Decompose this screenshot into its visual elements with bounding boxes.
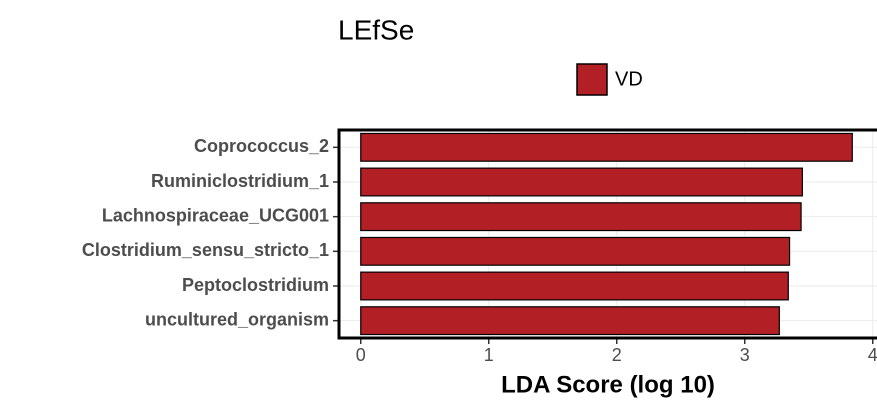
y-tick-label: Clostridium_sensu_stricto_1 bbox=[82, 240, 329, 260]
x-axis-label: LDA Score (log 10) bbox=[501, 371, 715, 398]
bar bbox=[360, 306, 780, 336]
x-tick-label: 1 bbox=[484, 345, 494, 365]
panel-border bbox=[337, 128, 877, 340]
y-tick-label: uncultured_organism bbox=[145, 309, 329, 329]
y-tick-label: Lachnospiraceae_UCG001 bbox=[102, 205, 329, 225]
x-tick-label: 3 bbox=[740, 345, 750, 365]
x-tick-label: 4 bbox=[868, 345, 877, 365]
bar bbox=[360, 167, 803, 197]
x-tick-label: 2 bbox=[612, 345, 622, 365]
legend-swatch bbox=[576, 63, 608, 96]
bar bbox=[360, 236, 791, 266]
panel-background bbox=[339, 130, 877, 338]
bar bbox=[360, 271, 789, 301]
x-tick-label: 0 bbox=[356, 345, 366, 365]
y-tick-label: Ruminiclostridium_1 bbox=[151, 171, 329, 191]
y-tick-label: Peptoclostridium bbox=[182, 275, 329, 295]
bar bbox=[360, 202, 802, 232]
legend-label: VD bbox=[615, 68, 643, 90]
bar bbox=[360, 132, 853, 162]
chart-title: LEfSe bbox=[338, 14, 414, 45]
y-tick-label: Coprococcus_2 bbox=[194, 136, 329, 156]
